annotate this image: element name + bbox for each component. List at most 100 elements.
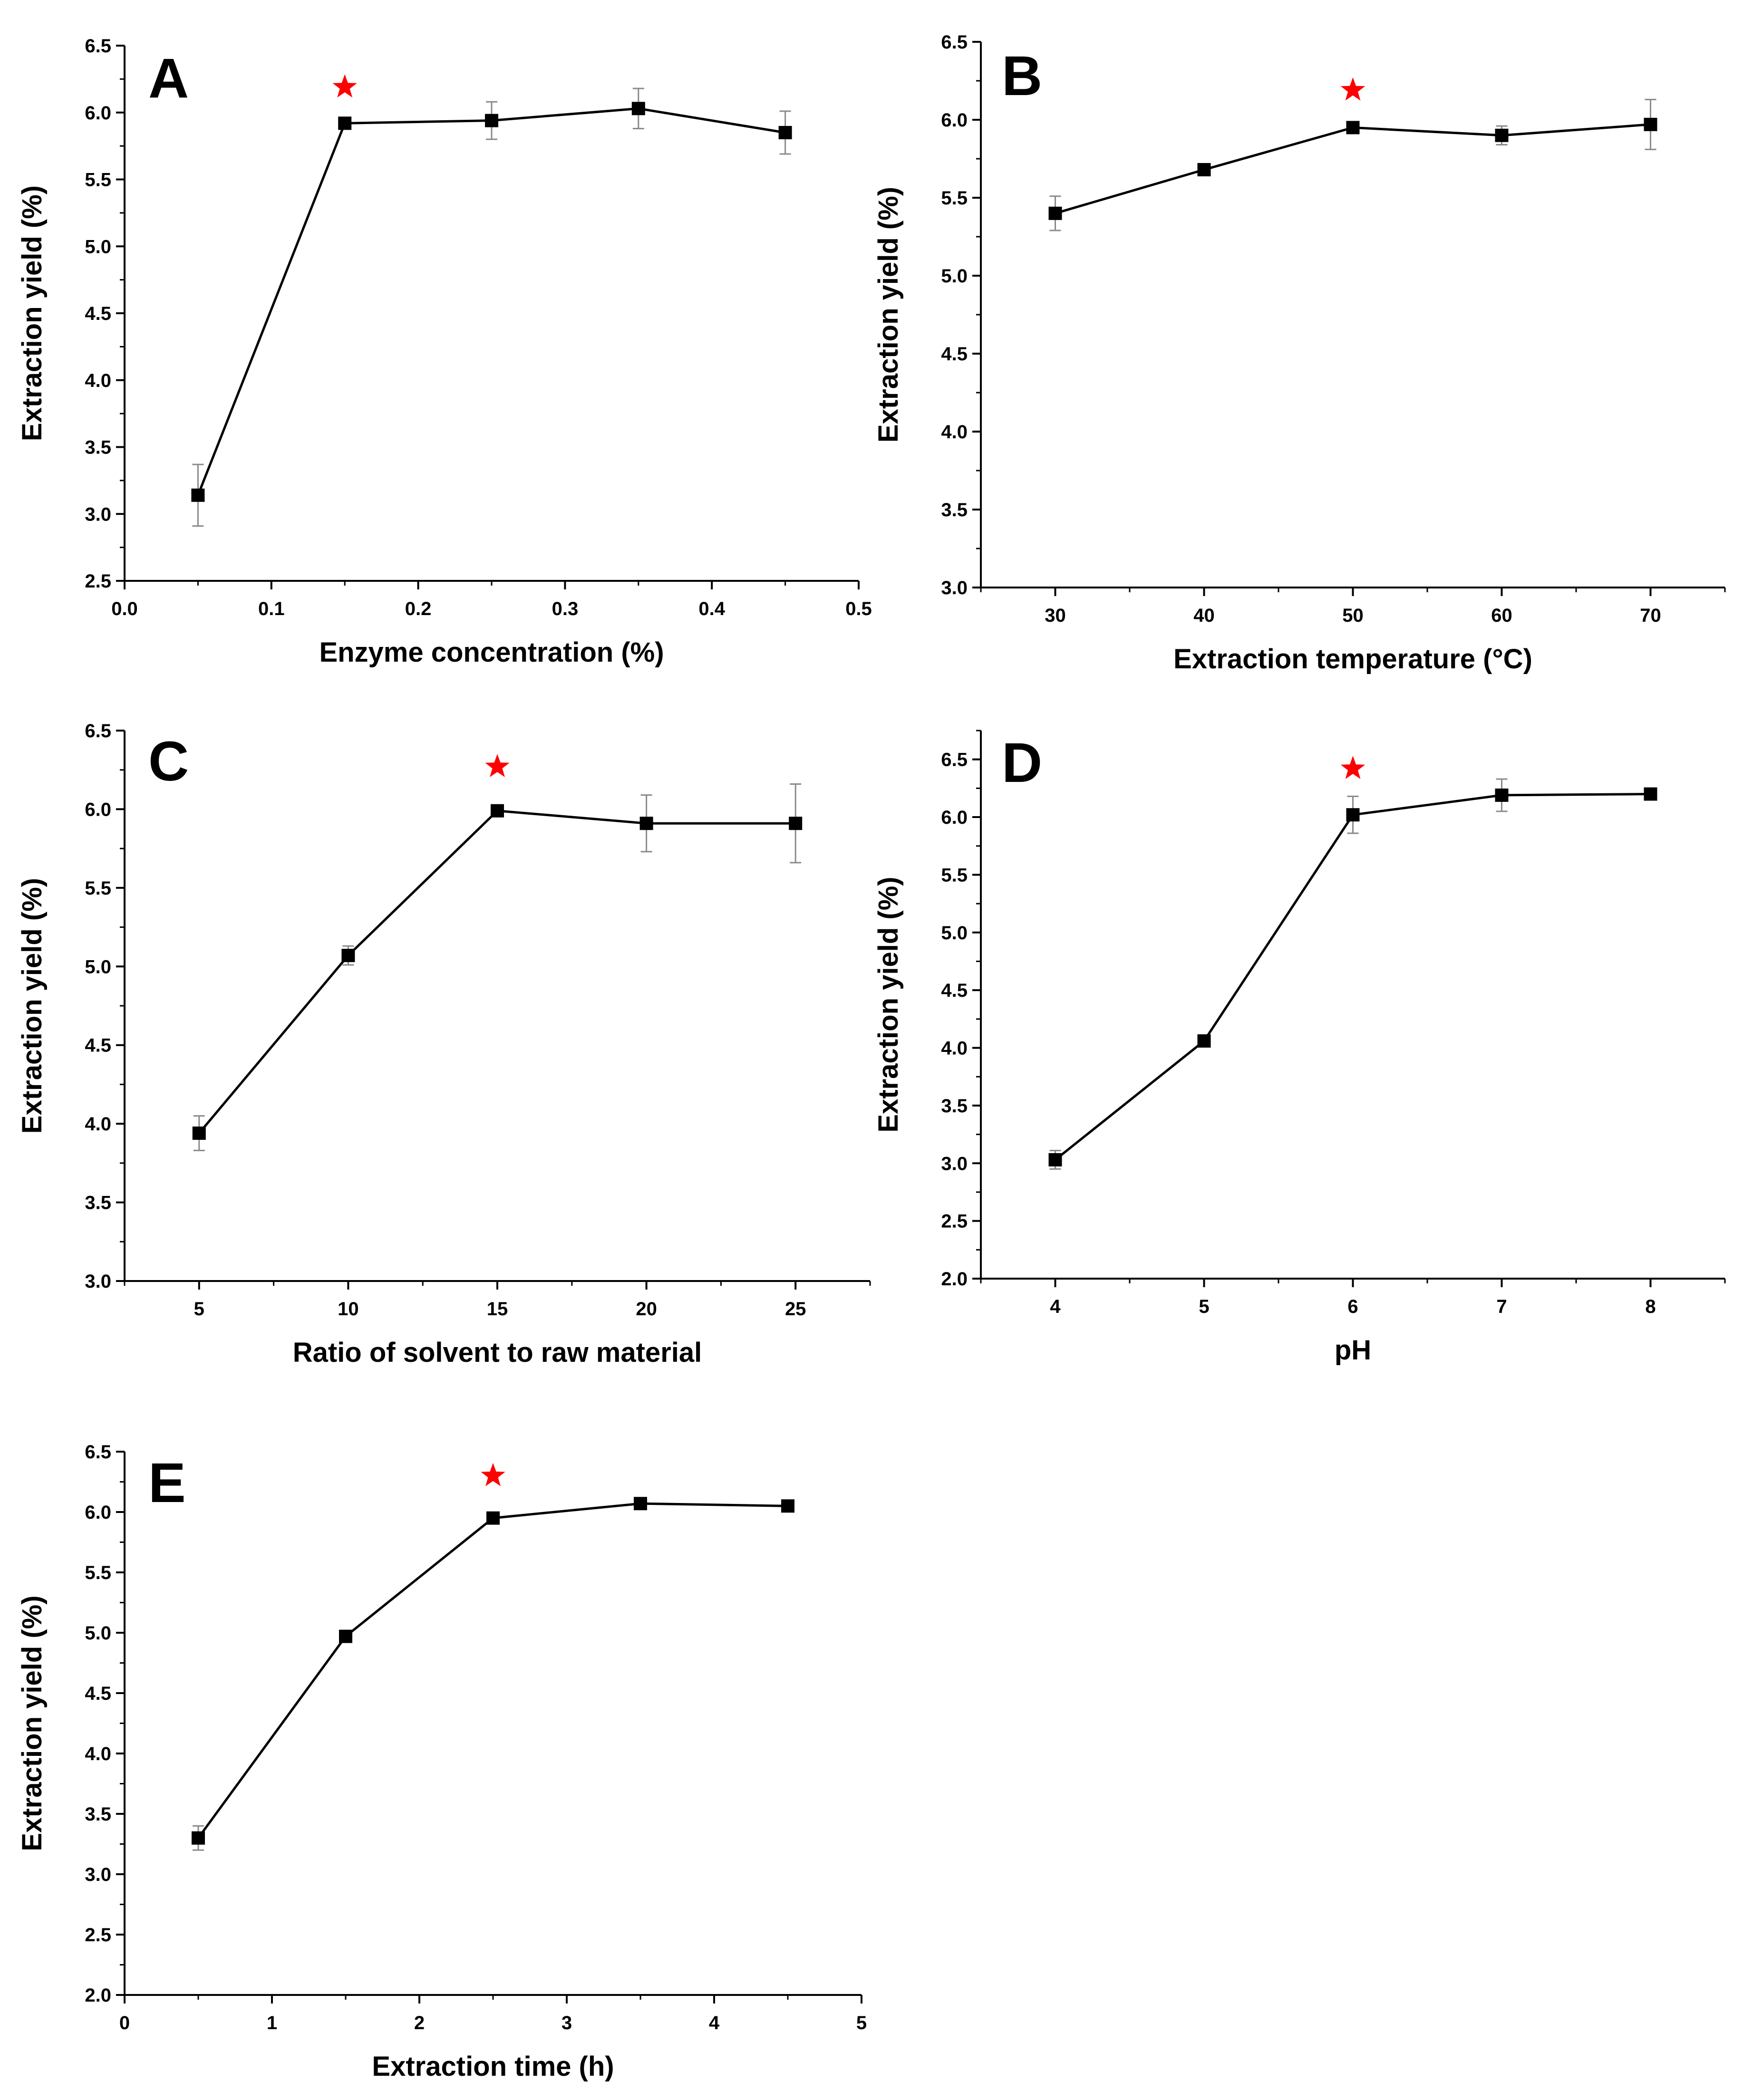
y-tick-label: 6.0	[85, 1502, 111, 1523]
series-line	[198, 809, 796, 1134]
data-point	[1048, 1153, 1062, 1166]
y-tick-label: 6.5	[85, 721, 111, 742]
x-tick-label: 0.4	[698, 598, 725, 619]
data-point	[338, 116, 352, 130]
data-point	[485, 114, 498, 127]
series-line	[197, 1502, 788, 1839]
y-tick-label: 4.0	[85, 1114, 111, 1135]
x-tick-label: 0.3	[552, 598, 579, 619]
y-tick-label: 3.5	[85, 437, 111, 458]
x-tick-label: 6	[1347, 1296, 1358, 1317]
data-point	[639, 817, 653, 830]
y-tick-label: 3.5	[85, 1193, 111, 1214]
data-point	[789, 817, 803, 830]
y-tick-label: 4.0	[85, 1744, 111, 1764]
data-point	[1644, 117, 1657, 131]
x-axis-title: pH	[1335, 1335, 1371, 1366]
y-tick-label: 4.0	[941, 422, 968, 443]
x-tick-label: 0	[119, 2013, 130, 2033]
x-tick-label: 7	[1496, 1296, 1507, 1317]
y-tick-label: 3.5	[941, 500, 968, 520]
optimum-star-icon	[481, 1463, 505, 1486]
data-point	[491, 804, 504, 818]
data-point	[1197, 1034, 1211, 1048]
x-tick-label: 20	[636, 1299, 657, 1320]
y-tick-label: 3.5	[85, 1804, 111, 1825]
data-point	[191, 488, 205, 502]
x-tick-label: 0.5	[845, 598, 872, 619]
x-axis-title: Enzyme concentration (%)	[319, 637, 664, 668]
data-point	[1346, 121, 1360, 135]
data-point	[1495, 128, 1509, 142]
y-axis-title: Extraction yield (%)	[17, 185, 48, 441]
x-tick-label: 40	[1193, 605, 1215, 626]
optimum-star-icon	[1340, 77, 1365, 101]
y-tick-label: 4.5	[85, 1683, 111, 1704]
y-tick-label: 5.5	[85, 878, 111, 899]
x-tick-label: 4	[1050, 1296, 1061, 1317]
data-point	[1346, 808, 1360, 822]
y-tick-label: 5.5	[941, 188, 968, 209]
x-tick-label: 1	[267, 2013, 277, 2033]
optimum-star-icon	[485, 754, 510, 777]
x-tick-label: 70	[1640, 605, 1661, 626]
y-tick-label: 4.0	[85, 370, 111, 391]
x-axis-title: Ratio of solvent to raw material	[293, 1337, 702, 1368]
y-tick-label: 6.0	[941, 110, 968, 131]
data-point	[486, 1511, 500, 1525]
x-tick-label: 5	[856, 2013, 867, 2033]
y-tick-label: 5.0	[85, 236, 111, 257]
data-point	[781, 1499, 794, 1513]
panel-e: 2.0 2.5 3.0 3.5 4.0 4.5 5.0 5.5 6.0 6.5 0 1 2 3 4 5 Extr…	[17, 1442, 867, 2082]
y-tick-label: 4.5	[941, 344, 968, 365]
x-tick-label: 5	[1199, 1296, 1209, 1317]
y-tick-label: 6.5	[85, 36, 111, 57]
x-tick-label: 10	[338, 1299, 359, 1320]
y-tick-label: 5.5	[941, 865, 968, 886]
x-tick-label: 2	[414, 2013, 425, 2033]
optimum-star-icon	[1340, 756, 1365, 779]
data-point	[1644, 787, 1657, 801]
y-tick-label: 5.0	[941, 923, 968, 944]
y-axis-title: Extraction yield (%)	[873, 877, 904, 1132]
y-tick-label: 2.0	[941, 1269, 968, 1290]
data-point	[341, 949, 355, 963]
y-tick-label: 6.5	[941, 750, 968, 771]
y-tick-label: 6.0	[85, 103, 111, 124]
data-point	[192, 1831, 205, 1845]
panel-letter: B	[1002, 45, 1042, 107]
x-axis-title: Extraction time (h)	[372, 2051, 614, 2082]
x-tick-label: 50	[1342, 605, 1364, 626]
x-tick-label: 4	[709, 2013, 720, 2033]
y-tick-label: 3.0	[85, 1271, 111, 1292]
y-tick-label: 5.0	[85, 1623, 111, 1644]
y-tick-label: 2.5	[85, 1925, 111, 1946]
data-point	[192, 1126, 206, 1140]
panel-b: 3.0 3.5 4.0 4.5 5.0 5.5 6.0 6.5 30 40 50 60 70 Extrac…	[873, 32, 1726, 674]
data-point	[1048, 206, 1062, 220]
y-tick-label: 4.0	[941, 1038, 968, 1059]
x-tick-label: 5	[194, 1299, 204, 1320]
series-line	[1055, 123, 1651, 215]
y-tick-label: 3.0	[85, 504, 111, 525]
panel-letter: E	[148, 1452, 186, 1514]
data-point	[1197, 163, 1211, 176]
y-axis-title: Extraction yield (%)	[873, 187, 904, 443]
y-tick-label: 6.5	[85, 1442, 111, 1463]
panel-d: 2.0 2.5 3.0 3.5 4.0 4.5 5.0 5.5 6.0 6.5 4 5 6 7 8 pH Ext…	[873, 730, 1726, 1366]
x-tick-label: 3	[562, 2013, 572, 2033]
x-tick-label: 60	[1491, 605, 1512, 626]
x-tick-label: 8	[1645, 1296, 1656, 1317]
panel-c: 3.0 3.5 4.0 4.5 5.0 5.5 6.0 6.5 5 10 15 20 25 Ratio o…	[17, 721, 871, 1368]
y-tick-label: 2.0	[85, 1985, 111, 2006]
y-tick-label: 5.5	[85, 1562, 111, 1583]
y-tick-label: 4.5	[941, 980, 968, 1001]
series-line	[197, 107, 786, 496]
y-tick-label: 2.5	[85, 571, 111, 592]
y-tick-label: 3.0	[85, 1864, 111, 1885]
optimum-star-icon	[332, 74, 357, 98]
y-tick-label: 3.5	[941, 1096, 968, 1117]
panel-a: 2.5 3.0 3.5 4.0 4.5 5.0 5.5 6.0 6.5 0.0 0.1 0.2 0.3 0…	[17, 36, 872, 668]
x-tick-label: 0.1	[258, 598, 285, 619]
